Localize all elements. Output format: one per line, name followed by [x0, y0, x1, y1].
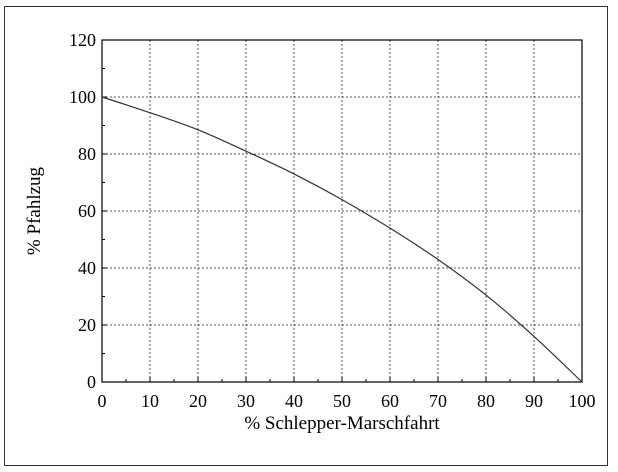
y-tick-labels: 0 20 40 60 80 100 120 [69, 30, 96, 392]
y-tick-label: 0 [87, 372, 96, 392]
x-tick-label: 100 [569, 391, 596, 411]
x-tick-label: 40 [285, 391, 303, 411]
y-tick-label: 100 [69, 87, 96, 107]
series-layer [101, 96, 583, 383]
x-tick-label: 90 [525, 391, 543, 411]
y-tick-label: 120 [69, 30, 96, 50]
y-axis-label: % Pfahlzug [24, 166, 45, 255]
series-line-0 [101, 96, 583, 383]
x-tick-label: 50 [333, 391, 351, 411]
y-tick-label: 40 [78, 258, 96, 278]
x-tick-label: 10 [141, 391, 159, 411]
x-tick-label: 80 [477, 391, 495, 411]
chart-frame [4, 6, 608, 466]
x-tick-label: 70 [429, 391, 447, 411]
y-tick-label: 20 [78, 315, 96, 335]
x-tick-label: 20 [189, 391, 207, 411]
y-tick-label: 60 [78, 201, 96, 221]
ticks-layer [101, 39, 583, 383]
x-tick-label: 60 [381, 391, 399, 411]
y-tick-label: 80 [78, 144, 96, 164]
x-tick-labels: 0 10 20 30 40 50 60 70 80 90 100 [98, 391, 596, 411]
x-tick-label: 0 [98, 391, 107, 411]
x-tick-label: 30 [237, 391, 255, 411]
x-axis-label: % Schlepper-Marschfahrt [244, 413, 440, 434]
grid-layer [102, 40, 582, 382]
